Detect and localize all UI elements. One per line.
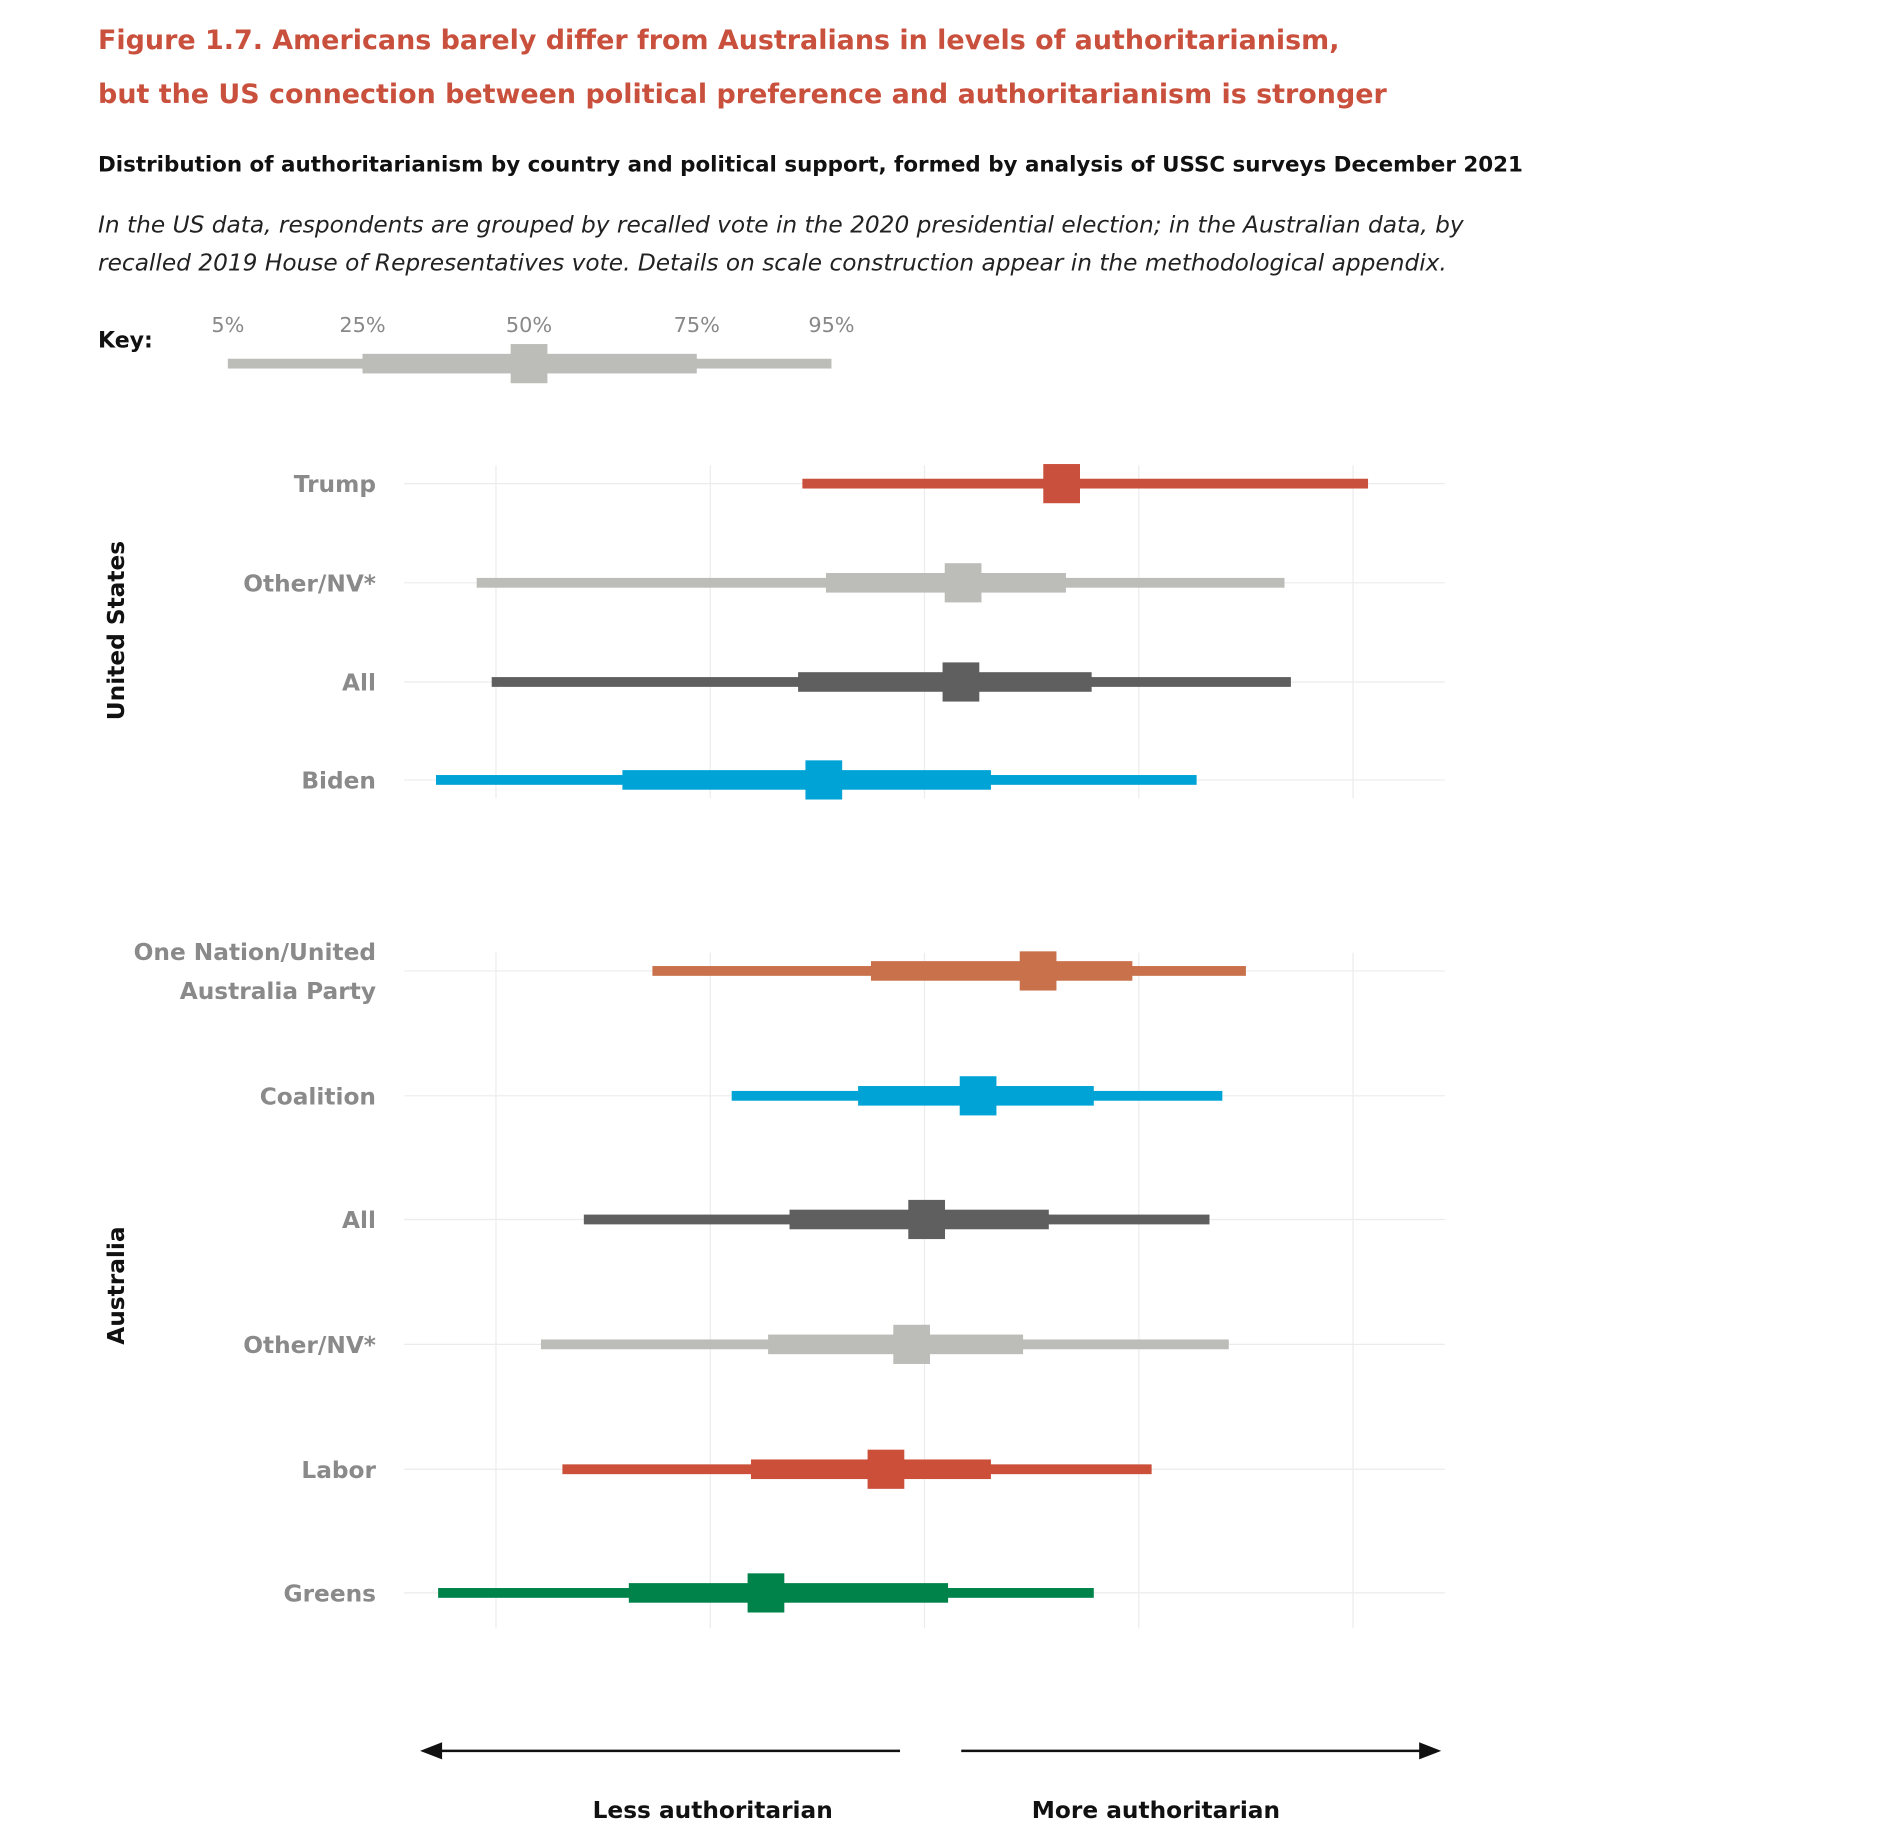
- row-label: Trump: [294, 471, 376, 498]
- interval-5-95: [802, 478, 1369, 489]
- median: [959, 1076, 997, 1116]
- row-label: All: [342, 1207, 376, 1234]
- key-median: [510, 344, 548, 384]
- interval-25-75: [870, 961, 1133, 981]
- note-line: recalled 2019 House of Representatives v…: [98, 250, 1447, 277]
- key: [227, 344, 832, 384]
- key-quantile-label: 25%: [339, 313, 385, 337]
- x-label: Less authoritarian: [593, 1797, 833, 1824]
- subtitle: Distribution of authoritarianism by coun…: [98, 152, 1523, 177]
- row-label: All: [342, 670, 376, 697]
- row-label: Labor: [301, 1457, 376, 1484]
- median: [1043, 464, 1081, 504]
- interval-25-75: [628, 1583, 949, 1603]
- median: [805, 760, 843, 800]
- row-label: Other/NV*: [243, 1332, 376, 1359]
- median: [1019, 951, 1057, 991]
- key-label: Key:: [98, 329, 153, 354]
- row-label: Biden: [301, 768, 376, 795]
- key-quantile-label: 95%: [808, 313, 854, 337]
- arrowhead: [420, 1742, 443, 1760]
- arrowhead: [1419, 1742, 1442, 1760]
- panel-label: Australia: [103, 1226, 130, 1344]
- title-line: Figure 1.7. Americans barely differ from…: [98, 25, 1339, 56]
- x-label: More authoritarian: [1032, 1797, 1280, 1824]
- median: [867, 1449, 905, 1489]
- median: [942, 662, 980, 702]
- median: [893, 1324, 931, 1364]
- row-label: One Nation/United: [134, 939, 376, 966]
- median: [908, 1199, 946, 1240]
- key-quantile-label: 50%: [506, 313, 552, 337]
- median: [747, 1573, 785, 1613]
- median: [944, 563, 982, 603]
- panel-label: United States: [103, 541, 130, 720]
- row-label: Australia Party: [180, 978, 376, 1005]
- row-label: Coalition: [260, 1083, 376, 1110]
- row-label: Other/NV*: [243, 570, 376, 597]
- key-quantile-label: 75%: [674, 313, 720, 337]
- title-line: but the US connection between political …: [98, 79, 1387, 110]
- x-axis-arrows: [420, 1742, 1442, 1760]
- key-quantile-label: 5%: [211, 313, 244, 337]
- note-line: In the US data, respondents are grouped …: [98, 212, 1465, 239]
- row-label: Greens: [284, 1580, 376, 1607]
